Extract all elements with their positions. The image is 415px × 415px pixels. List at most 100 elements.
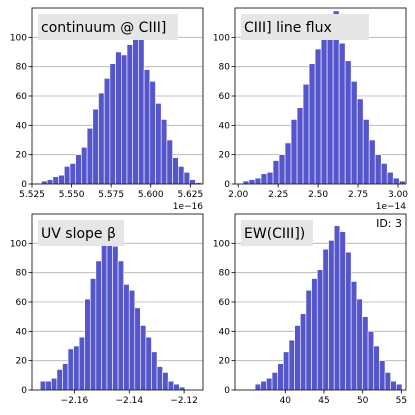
y-tick-label: 20: [219, 357, 231, 367]
histogram-bar: [350, 281, 358, 391]
y-tick-label: 80: [219, 63, 231, 73]
histogram-bar: [396, 383, 403, 391]
histogram-bar: [89, 278, 97, 391]
x-tick-label: −2.12: [170, 396, 198, 406]
histogram-bar: [134, 307, 141, 391]
histogram-bar: [73, 345, 80, 391]
y-tick-label: 80: [16, 269, 28, 279]
histogram-bar: [311, 278, 318, 391]
histogram-bar: [126, 44, 133, 185]
histogram-bar: [242, 180, 250, 185]
histogram-bar: [45, 380, 52, 391]
histogram-bar: [344, 60, 352, 185]
y-tick-label: 20: [16, 151, 28, 161]
histogram-bar: [106, 225, 113, 391]
histogram-bar: [78, 336, 86, 391]
y-tick-label: 40: [16, 327, 28, 337]
histogram-bar: [356, 298, 363, 391]
x-tick-label: 2.50: [308, 190, 328, 200]
histogram-bar: [271, 372, 279, 391]
histogram-bar: [277, 363, 284, 391]
x-tick-label: 3.00: [388, 190, 408, 200]
x-tick-label: 45: [318, 396, 329, 406]
histogram-bar: [128, 289, 136, 391]
panel-continuum: 0 20 40 60 80 100 5.525 5.550 5.575 5.600 5.625 co…: [10, 7, 204, 212]
histogram-bar: [328, 240, 335, 391]
panel-line-flux: 0 20 40 60 80 100 2.00 2.25 2.50 2.75 3.00 CIII] l…: [213, 7, 408, 212]
histogram-bar: [86, 127, 94, 185]
histogram-bar: [305, 289, 312, 391]
panel-title-box: [241, 220, 313, 246]
x-tick-label: 5.550: [59, 190, 85, 200]
x-tick-label: 2.75: [348, 190, 368, 200]
y-tick-label: 40: [219, 327, 231, 337]
histogram-bar: [121, 54, 128, 185]
histogram-bar: [123, 284, 130, 391]
y-tick-label: 40: [16, 121, 28, 131]
y-tick-label: 40: [219, 121, 231, 131]
x-tick-label: 5.525: [19, 190, 45, 200]
histogram-bar: [390, 380, 397, 391]
y-tick-label: 60: [219, 92, 231, 102]
y-tick-label: 0: [224, 386, 230, 396]
histogram-bar: [294, 325, 301, 391]
histogram-bar: [52, 176, 59, 185]
histogram-bar: [368, 139, 376, 185]
histogram-bar: [41, 180, 48, 185]
histogram-bar: [300, 313, 307, 391]
histogram-bar: [345, 251, 352, 391]
y-tick-label: 80: [219, 269, 231, 279]
x-tick-label: 40: [280, 396, 292, 406]
histogram-bar: [95, 260, 102, 391]
id-label: ID: 3: [376, 217, 402, 230]
histogram-bar: [132, 34, 139, 185]
histogram-bar: [84, 298, 91, 391]
y-tick-label: 20: [16, 357, 28, 367]
histogram-bar: [138, 19, 145, 185]
panel-title-box: [38, 220, 124, 246]
histogram-bar: [333, 225, 341, 391]
y-tick-label: 60: [219, 298, 231, 308]
histogram-bar: [316, 269, 324, 391]
histogram-bar: [189, 179, 196, 185]
histogram-bar: [362, 119, 370, 185]
x-tick-label: −2.14: [115, 396, 143, 406]
y-tick-label: 60: [16, 298, 28, 308]
histogram-bar: [156, 366, 163, 391]
y-tick-label: 20: [219, 151, 231, 161]
y-tick-label: 60: [16, 92, 28, 102]
histogram-bar: [39, 380, 47, 391]
histogram-bar: [109, 63, 116, 185]
histogram-bar: [143, 69, 151, 185]
histogram-bar: [64, 166, 71, 185]
y-tick-label: 80: [16, 63, 28, 73]
histogram-bar: [308, 63, 316, 185]
histogram-bar: [92, 108, 99, 185]
histogram-bar: [266, 171, 274, 185]
x-tick-label: 50: [357, 396, 369, 406]
histogram-bar: [160, 119, 168, 185]
histogram-bar: [302, 83, 310, 185]
histogram-bar: [326, 31, 334, 185]
histogram-bar: [339, 231, 346, 391]
panel-title: EW(CIII]): [244, 226, 305, 242]
panel-title-box: [38, 14, 178, 40]
histogram-bar: [260, 380, 267, 391]
histogram-bar: [101, 237, 108, 391]
histogram-bar: [62, 363, 69, 391]
y-tick-label: 0: [224, 180, 230, 190]
histogram-bar: [386, 171, 394, 185]
x-tick-label: 2.25: [268, 190, 288, 200]
histogram-bar: [380, 163, 388, 185]
histogram-bar: [362, 316, 369, 391]
histogram-bar: [320, 37, 328, 185]
histogram-bar: [272, 160, 280, 185]
y-tick-label: 100: [10, 239, 27, 249]
histogram-bar: [350, 81, 358, 185]
histogram-bar: [379, 360, 386, 391]
histogram-bar: [140, 325, 147, 391]
histogram-bar: [151, 351, 158, 391]
x-tick-label: 5.600: [138, 190, 164, 200]
histogram-bar: [183, 171, 190, 185]
histogram-bar: [56, 369, 63, 391]
